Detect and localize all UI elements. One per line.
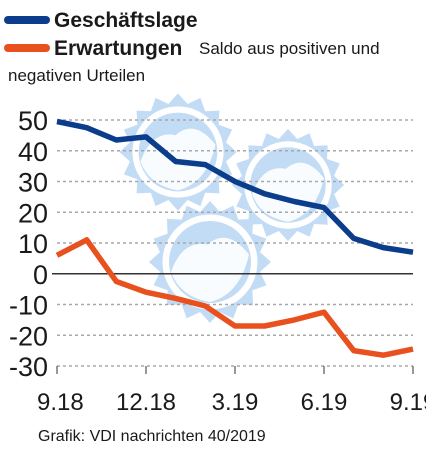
x-axis-ticks: 9.18 12.18 3.19 6.19 9.19 (37, 366, 426, 416)
legend-label-erwartungen: Erwartungen (54, 37, 182, 60)
sun-cloud-icon (149, 201, 271, 323)
grid (52, 119, 413, 367)
y-tick-label: 30 (18, 168, 48, 198)
x-tick-label: 3.19 (212, 389, 259, 416)
source-credit: Grafik: VDI nachrichten 40/2019 (38, 428, 266, 445)
y-tick-label: 50 (18, 106, 48, 136)
legend-label-geschaeftslage: Geschäftslage (54, 9, 198, 32)
legend-line-2: Erwartungen (54, 37, 182, 60)
y-tick-label: 40 (18, 137, 48, 167)
x-tick-label: 9.19 (390, 389, 426, 416)
x-tick-label: 12.18 (116, 389, 176, 416)
x-tick-label: 9.18 (37, 389, 84, 416)
sun-cloud-icon (119, 93, 237, 211)
legend-note-line-2: negativen Urteilen (8, 66, 145, 85)
y-tick-label: 0 (33, 260, 48, 290)
series-lines (55, 118, 414, 358)
y-tick-label: 10 (18, 229, 48, 259)
legend-note-line-1: Saldo aus positiven und (199, 39, 380, 58)
x-tick-label: 6.19 (301, 389, 348, 416)
y-tick-label: -10 (9, 291, 48, 321)
y-tick-label: -20 (9, 321, 48, 351)
series-line-erwartungen (55, 237, 414, 358)
weather-watermarks (119, 93, 345, 323)
y-tick-label: 20 (18, 198, 48, 228)
series-line-geschaeftslage (56, 118, 414, 255)
legend: Geschäftslage Erwartungen Saldo aus posi… (4, 9, 380, 85)
y-tick-label: -30 (9, 352, 48, 382)
legend-note: Saldo aus positiven und negativen Urteile… (8, 39, 380, 85)
